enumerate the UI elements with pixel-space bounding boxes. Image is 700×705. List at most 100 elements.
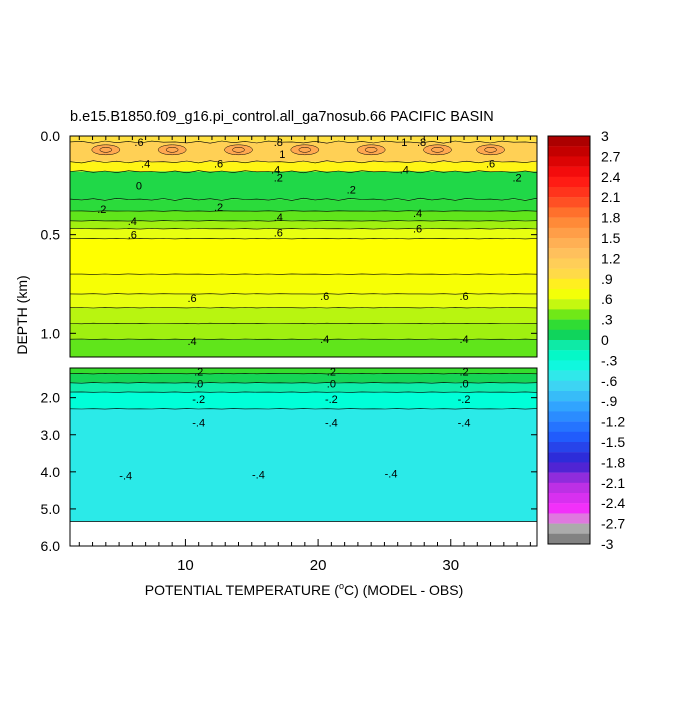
x-axis-label-part1: POTENTIAL TEMPERATURE ( xyxy=(145,582,340,598)
upper-warm-core xyxy=(91,144,121,156)
lower-contour-label: -.4 xyxy=(252,469,265,481)
upper-warm-core-contour xyxy=(165,147,179,153)
colorbar-box xyxy=(548,442,590,453)
colorbar-label: -2.4 xyxy=(601,495,625,511)
colorbar-label: 2.4 xyxy=(601,169,621,185)
colorbar-labels: 3 2.7 2.4 2.1 1.8 1.5 1.2 .9 .6 .3 0 -.3 -.6 -.9 -1.2 -… xyxy=(601,128,625,552)
upper-contour-line xyxy=(70,338,537,340)
upper-contour-line xyxy=(70,140,537,144)
colorbar-box xyxy=(548,289,590,300)
upper-contour-line xyxy=(70,160,537,164)
upper-contour-label: .6 xyxy=(128,230,137,242)
lower-panel: .2.2.2.0.0.0-.2 -.2 -.2-.4 -.4 -.4-.4 -.4 -.4 … xyxy=(41,136,538,574)
colorbar-box xyxy=(548,380,590,392)
upper-contour-label: .4 xyxy=(141,159,150,171)
colorbar-label: -2.1 xyxy=(601,475,625,491)
colorbar-label: 1.8 xyxy=(601,210,621,226)
colorbar-label: -.6 xyxy=(601,373,618,389)
chart-title: b.e15.B1850.f09_g16.pi_control.all_ga7no… xyxy=(70,109,494,125)
colorbar-box xyxy=(548,350,590,361)
colorbar-box xyxy=(548,227,590,239)
colorbar-box xyxy=(548,136,590,147)
upper-warm-core-contour xyxy=(431,147,444,153)
colorbar-label: -1.5 xyxy=(601,434,625,450)
upper-layer xyxy=(70,238,537,275)
lower-contour-label: -.2 xyxy=(458,394,471,406)
lower-panel-frame xyxy=(69,367,538,547)
colorbar-box xyxy=(548,493,590,504)
lower-layer xyxy=(70,408,537,522)
upper-layer xyxy=(70,293,537,308)
upper-contour-label: .6 xyxy=(413,224,422,236)
lower-layer xyxy=(70,382,537,393)
lower-no-data-region xyxy=(70,521,537,546)
upper-contour-labels: .6.8 1.81.4.6.4.4.6.2.20.2.2.2.4.4.4.6.6.… xyxy=(97,137,521,348)
upper-contour-line xyxy=(70,307,537,309)
upper-contour-label: .4 xyxy=(459,334,468,346)
lower-contour-label: -.4 xyxy=(119,471,132,483)
x-axis-label-degree: o xyxy=(339,581,344,591)
lower-contour-label: -.2 xyxy=(192,394,205,406)
colorbar-label: 1.5 xyxy=(601,230,621,246)
x-ticks: 10 20 30 xyxy=(78,136,531,574)
x-tick-label: 10 xyxy=(177,557,194,574)
upper-layer xyxy=(70,228,537,239)
colorbar-box xyxy=(548,329,590,341)
colorbar-label: 2.7 xyxy=(601,148,621,164)
colorbar-frame xyxy=(547,135,591,545)
colorbar-box xyxy=(548,166,590,177)
upper-contour-label: 1 xyxy=(401,137,407,149)
upper-contour-line xyxy=(70,322,537,325)
lower-contour-label: -.2 xyxy=(325,394,338,406)
upper-contour-label: .2 xyxy=(214,202,223,214)
colorbar-box xyxy=(548,503,590,514)
upper-y-tick-label: 0.5 xyxy=(41,227,61,243)
y-axis-label: DEPTH (km) xyxy=(14,275,30,354)
upper-contour-label: .8 xyxy=(274,137,283,149)
upper-contour-label: .2 xyxy=(513,172,522,184)
upper-contour-line xyxy=(70,238,537,240)
colorbar-box xyxy=(548,156,590,167)
upper-contour-line xyxy=(70,170,537,174)
lower-contour-label: .0 xyxy=(327,379,336,391)
upper-contour-line xyxy=(70,293,537,295)
lower-layer xyxy=(70,392,537,409)
colorbar-box xyxy=(548,187,590,198)
lower-layer xyxy=(70,368,537,374)
upper-warm-core xyxy=(157,144,187,156)
colorbar-box xyxy=(548,299,590,310)
upper-panel-frame xyxy=(69,135,538,358)
upper-contour-line xyxy=(70,228,537,230)
lower-y-tick-label: 4.0 xyxy=(41,464,61,480)
colorbar-label: .6 xyxy=(601,291,613,307)
upper-layer xyxy=(70,323,537,340)
lower-contour-labels: .2.2.2.0.0.0-.2 -.2 -.2-.4 -.4 -.4-.4 -.4 -.4 xyxy=(119,367,470,483)
upper-contour-label: .8 xyxy=(417,137,426,149)
upper-warm-core xyxy=(290,144,320,156)
upper-contour-label: .4 xyxy=(187,336,196,348)
upper-warm-core xyxy=(423,144,452,156)
colorbar-box xyxy=(548,238,590,249)
upper-warm-core xyxy=(356,144,386,156)
lower-panel-fill xyxy=(70,368,537,546)
upper-contour-label: .6 xyxy=(274,228,283,240)
upper-layer xyxy=(70,274,537,294)
lower-y-ticks: 2.0 3.0 4.0 5.0 6.0 xyxy=(41,390,537,554)
upper-contour-label: 0 xyxy=(136,180,142,192)
upper-contour-label: .4 xyxy=(274,212,283,224)
upper-contour-label: .4 xyxy=(271,165,280,177)
colorbar-box xyxy=(548,319,590,330)
colorbar-label: -3 xyxy=(601,536,614,552)
colorbar-box xyxy=(548,462,590,473)
colorbar-box xyxy=(548,533,590,545)
lower-layer xyxy=(70,373,537,383)
colorbar-box xyxy=(548,472,590,483)
lower-contour-line xyxy=(70,382,537,384)
lower-contour-label: -.4 xyxy=(458,418,471,430)
upper-contour-label: .6 xyxy=(134,137,143,149)
upper-warm-core-contour xyxy=(232,147,245,153)
upper-y-tick-label: 1.0 xyxy=(41,325,61,341)
colorbar-label: -.9 xyxy=(601,393,618,409)
